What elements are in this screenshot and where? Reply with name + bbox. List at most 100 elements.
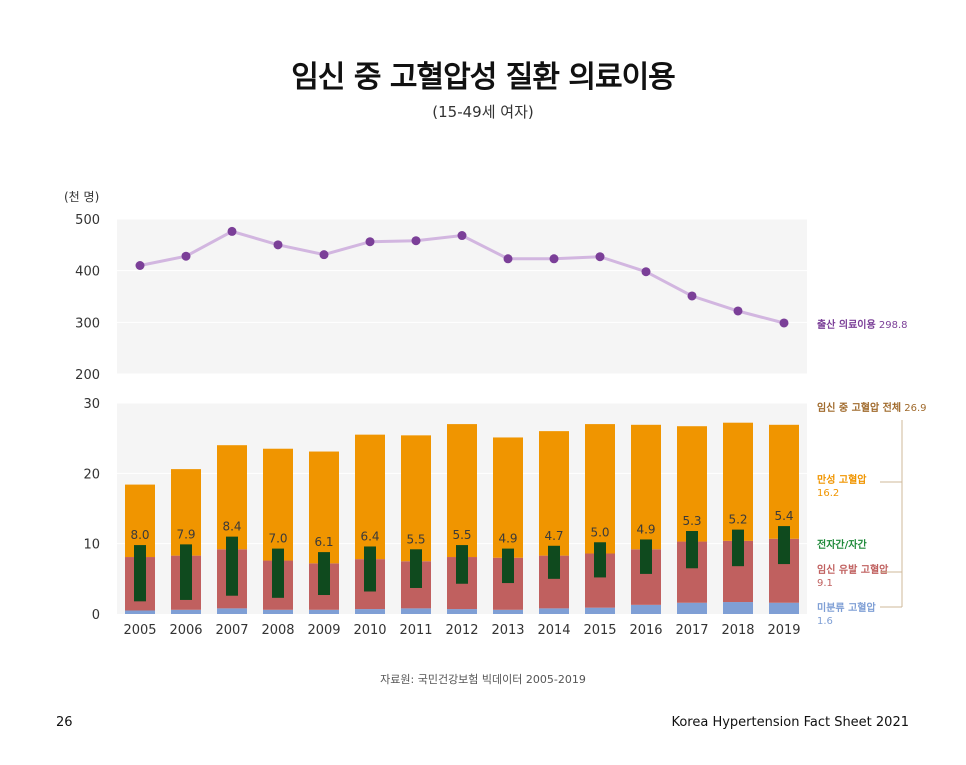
data-point bbox=[365, 237, 375, 247]
bar-segment-0 bbox=[631, 604, 661, 614]
y-tick-label: 400 bbox=[75, 265, 100, 280]
bar-segment-2 bbox=[631, 424, 661, 550]
overlay-bar bbox=[640, 539, 652, 574]
legend-unclassified: 미분류 고혈압 bbox=[817, 601, 876, 614]
data-point bbox=[273, 240, 283, 250]
y-tick-label: 300 bbox=[75, 316, 100, 331]
bar-segment-2 bbox=[263, 448, 293, 561]
page-title: 임신 중 고혈압성 질환 의료이용 bbox=[291, 60, 676, 95]
overlay-bar bbox=[594, 542, 606, 578]
overlay-bar bbox=[272, 548, 284, 598]
bar-segment-0 bbox=[493, 609, 523, 614]
overlay-bar bbox=[456, 545, 468, 584]
bar-segment-0 bbox=[125, 610, 155, 614]
data-point bbox=[319, 250, 329, 260]
overlay-value-label: 7.0 bbox=[268, 532, 287, 546]
x-tick-label: 2019 bbox=[767, 623, 800, 638]
y-tick-label: 0 bbox=[92, 608, 100, 623]
bar-segment-0 bbox=[309, 609, 339, 614]
overlay-value-label: 7.9 bbox=[176, 527, 195, 541]
overlay-bar bbox=[778, 526, 790, 565]
bar-segment-2 bbox=[401, 435, 431, 562]
bar-segment-2 bbox=[171, 469, 201, 556]
bar-segment-0 bbox=[539, 608, 569, 614]
bar-segment-0 bbox=[217, 608, 247, 614]
legend-induced-value: 9.1 bbox=[817, 578, 833, 589]
bar-segment-2 bbox=[217, 445, 247, 550]
bar-segment-0 bbox=[677, 602, 707, 614]
data-point bbox=[457, 231, 467, 241]
data-point bbox=[687, 291, 697, 301]
x-tick-label: 2011 bbox=[399, 623, 432, 638]
overlay-bar bbox=[180, 544, 192, 600]
overlay-bar bbox=[226, 536, 238, 596]
bar-segment-0 bbox=[769, 602, 799, 614]
bar-segment-2 bbox=[493, 437, 523, 558]
overlay-bar bbox=[318, 552, 330, 596]
y-tick-label: 500 bbox=[75, 213, 100, 228]
overlay-value-label: 8.4 bbox=[222, 520, 241, 534]
bar-segment-0 bbox=[263, 609, 293, 614]
data-point bbox=[181, 251, 191, 261]
y-tick-label: 200 bbox=[75, 368, 100, 383]
bar-segment-0 bbox=[447, 609, 477, 614]
page-subtitle: (15-49세 여자) bbox=[432, 103, 534, 121]
overlay-value-label: 5.2 bbox=[728, 513, 747, 527]
y-tick-label: 30 bbox=[83, 397, 100, 412]
x-tick-label: 2007 bbox=[215, 623, 248, 638]
data-point bbox=[135, 261, 145, 270]
x-tick-label: 2017 bbox=[675, 623, 708, 638]
legend-chronic-value: 16.2 bbox=[817, 488, 839, 499]
y-unit-label: (천 명) bbox=[64, 189, 99, 204]
bar-segment-2 bbox=[723, 422, 753, 541]
data-point bbox=[641, 267, 651, 277]
overlay-bar bbox=[732, 529, 744, 567]
x-tick-label: 2013 bbox=[491, 623, 524, 638]
data-point bbox=[779, 318, 789, 328]
y-tick-label: 10 bbox=[83, 538, 100, 553]
legend-preeclampsia: 전자간/자간 bbox=[817, 538, 867, 551]
bar-segment-0 bbox=[723, 602, 753, 614]
overlay-bar bbox=[410, 549, 422, 588]
data-point bbox=[549, 254, 559, 264]
overlay-bar bbox=[686, 531, 698, 569]
overlay-bar bbox=[548, 545, 560, 579]
legend-unclassified-value: 1.6 bbox=[817, 616, 833, 627]
bar-segment-0 bbox=[171, 609, 201, 614]
overlay-value-label: 5.0 bbox=[590, 525, 609, 539]
overlay-value-label: 4.9 bbox=[498, 532, 517, 546]
overlay-value-label: 5.4 bbox=[774, 509, 793, 523]
overlay-value-label: 5.5 bbox=[406, 532, 425, 546]
bar-segment-0 bbox=[401, 608, 431, 614]
x-tick-label: 2010 bbox=[353, 623, 386, 638]
overlay-value-label: 6.1 bbox=[314, 535, 333, 549]
data-point bbox=[227, 226, 237, 236]
bar-segment-2 bbox=[447, 424, 477, 558]
overlay-value-label: 8.0 bbox=[130, 528, 149, 542]
bar-segment-2 bbox=[309, 451, 339, 564]
overlay-bar bbox=[364, 546, 376, 592]
data-point bbox=[411, 236, 421, 246]
x-tick-label: 2015 bbox=[583, 623, 616, 638]
bar-segment-2 bbox=[677, 426, 707, 542]
bar-segment-2 bbox=[355, 434, 385, 560]
legend-total: 임신 중 고혈압 전체 26.9 bbox=[817, 401, 927, 414]
data-point bbox=[503, 254, 513, 264]
bar-segment-2 bbox=[769, 424, 799, 539]
overlay-bar bbox=[134, 545, 146, 602]
x-tick-label: 2006 bbox=[169, 623, 202, 638]
data-point bbox=[733, 306, 743, 316]
x-tick-label: 2012 bbox=[445, 623, 478, 638]
y-tick-label: 20 bbox=[83, 467, 100, 482]
x-tick-label: 2005 bbox=[123, 623, 156, 638]
overlay-value-label: 4.7 bbox=[544, 529, 563, 543]
overlay-bar bbox=[502, 548, 514, 584]
overlay-value-label: 4.9 bbox=[636, 522, 655, 536]
bar-segment-2 bbox=[539, 431, 569, 556]
overlay-value-label: 6.4 bbox=[360, 529, 379, 543]
bar-segment-2 bbox=[125, 484, 155, 558]
x-tick-label: 2016 bbox=[629, 623, 662, 638]
line-panel-bg bbox=[117, 219, 807, 374]
x-tick-label: 2018 bbox=[721, 623, 754, 638]
